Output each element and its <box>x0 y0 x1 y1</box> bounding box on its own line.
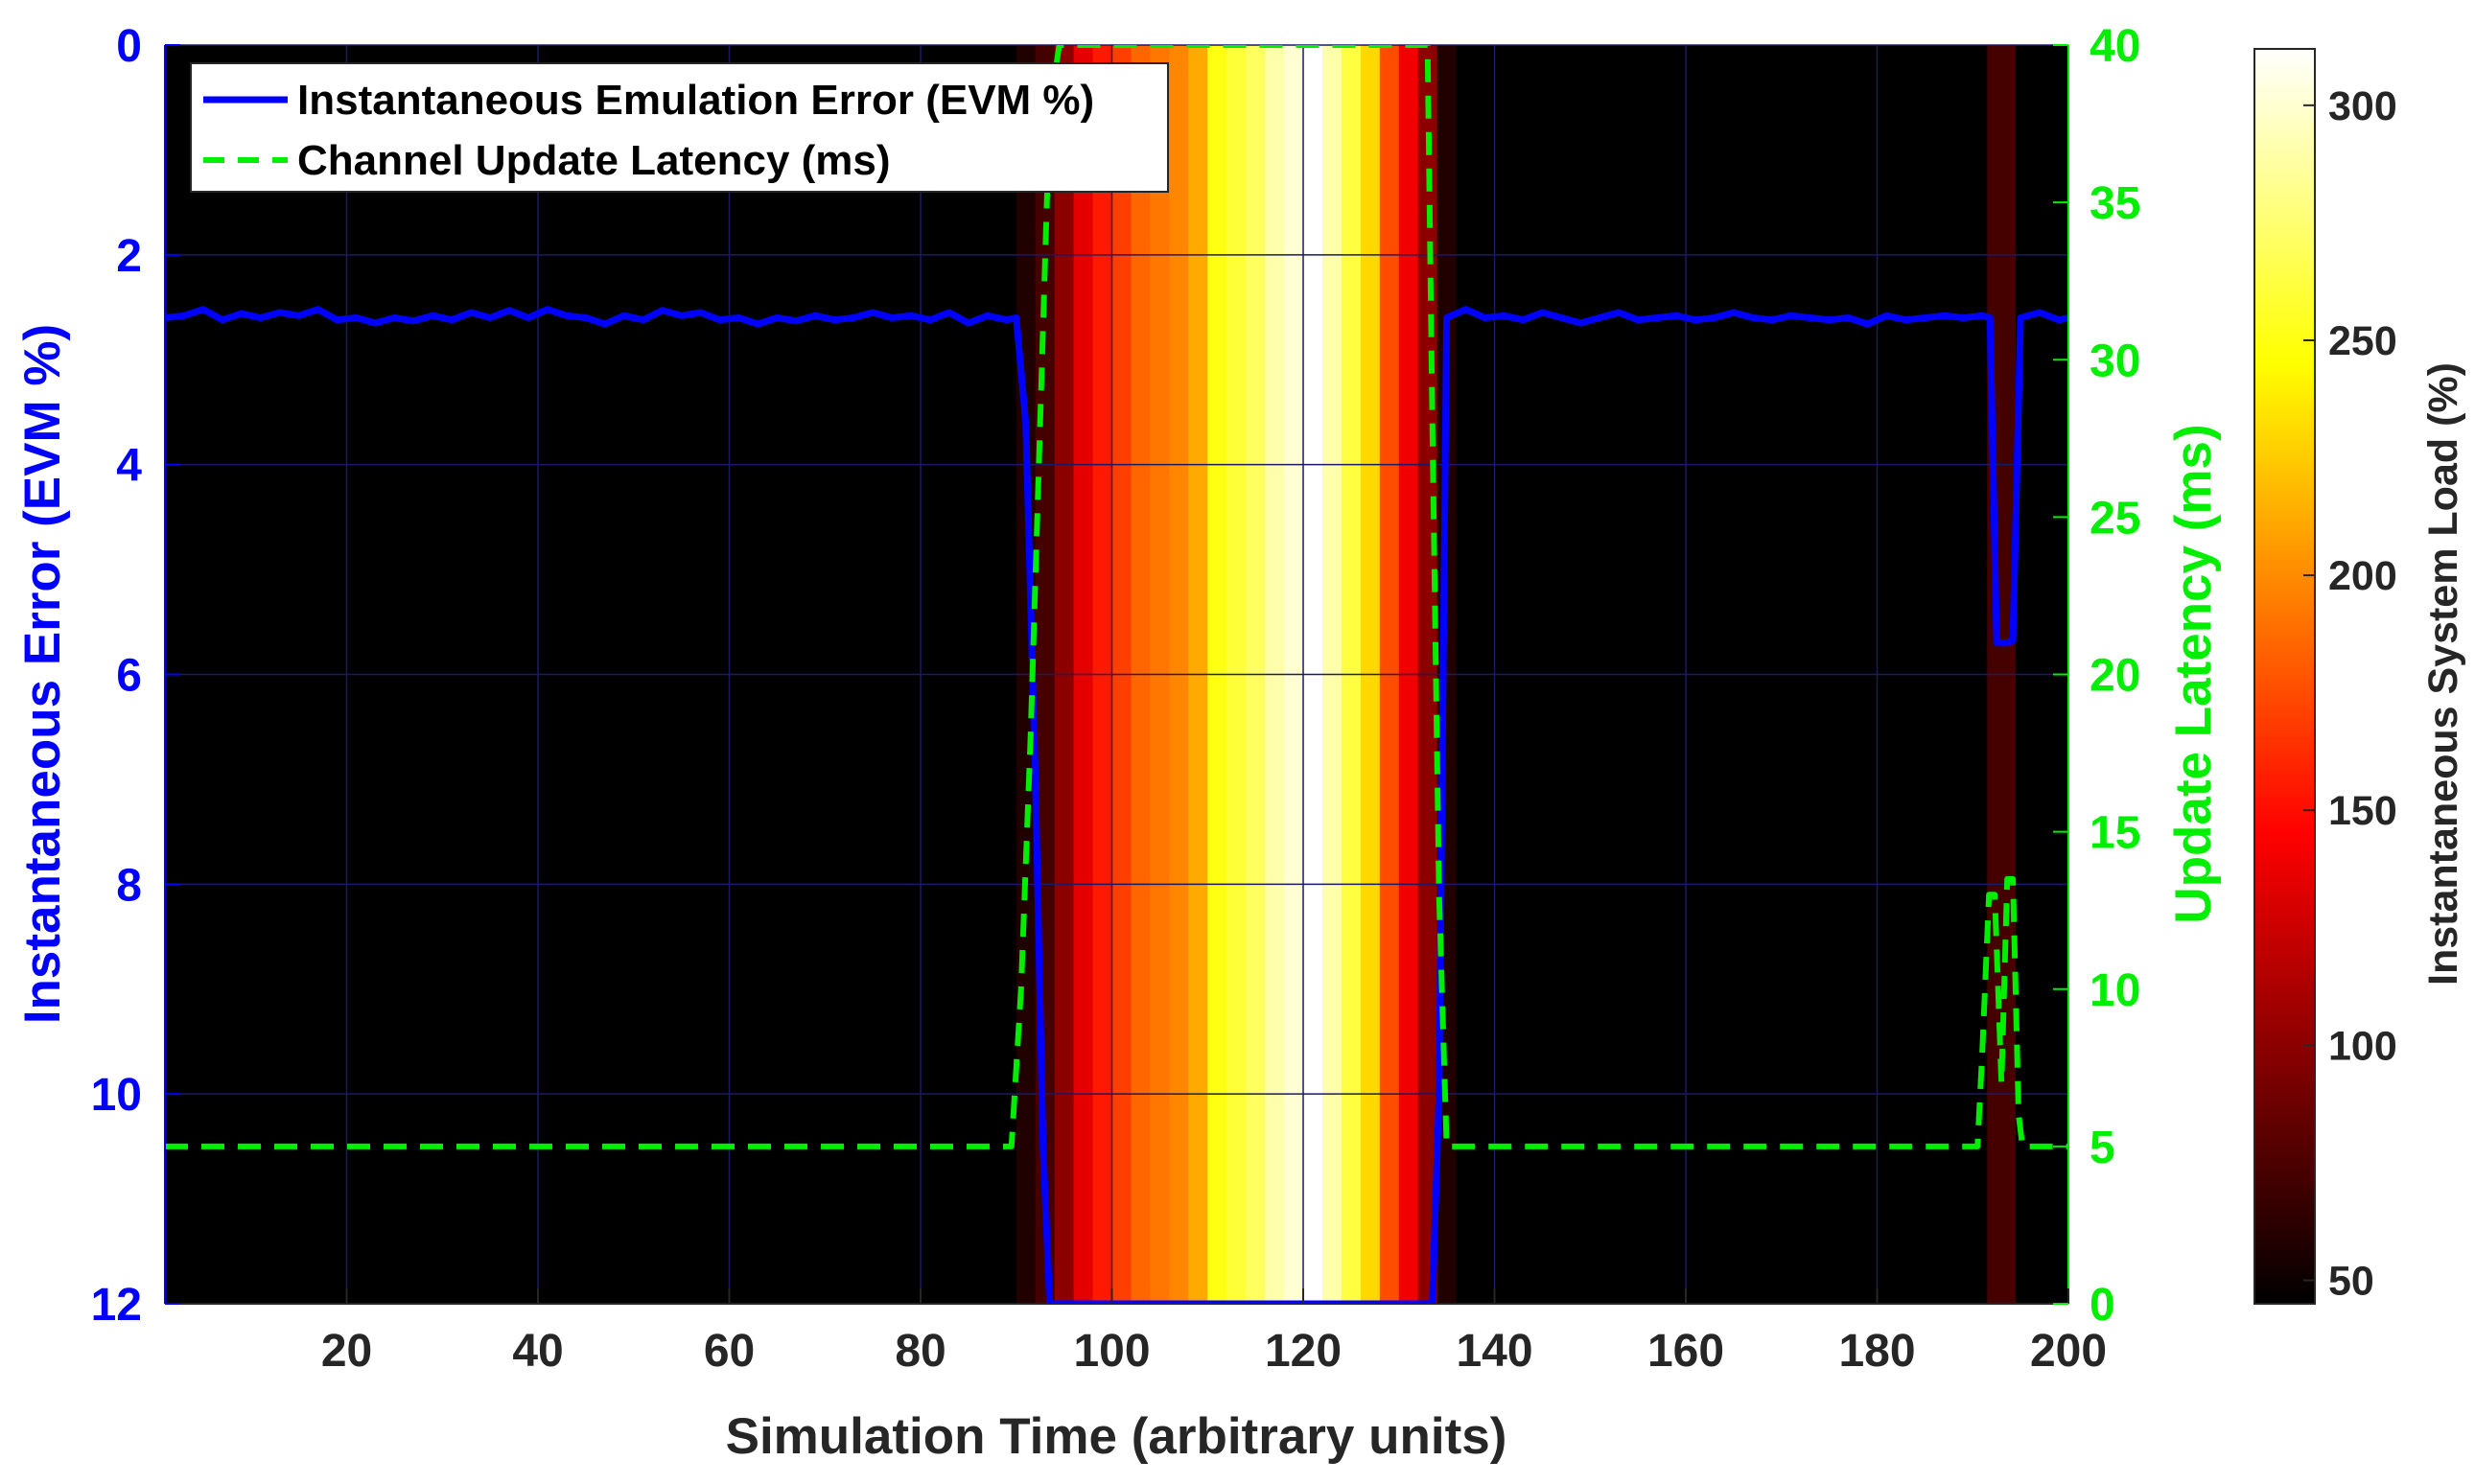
y-right-tick-label: 30 <box>2090 336 2140 386</box>
y-right-tick-label: 5 <box>2090 1123 2115 1173</box>
x-tick-label: 120 <box>1265 1326 1342 1377</box>
x-tick-label: 200 <box>2030 1326 2107 1377</box>
x-axis-label: Simulation Time (arbitrary units) <box>726 1408 1507 1465</box>
colorbar-tick-label: 200 <box>2328 553 2397 599</box>
latency-series-line <box>165 45 2068 1149</box>
colorbar-ticks: 50 100 150 200 250 300 <box>2303 83 2397 1304</box>
y-right-tick-label: 25 <box>2090 493 2140 544</box>
y-left-tick-label: 10 <box>91 1070 142 1121</box>
legend-label-error: Instantaneous Emulation Error (EVM %) <box>297 77 1094 124</box>
y-left-tick-label: 2 <box>116 231 142 282</box>
x-tick-label: 160 <box>1647 1326 1724 1377</box>
y-right-tick-label: 10 <box>2090 965 2140 1016</box>
x-tick-label: 80 <box>895 1326 946 1377</box>
x-tick-label: 100 <box>1073 1326 1150 1377</box>
y-left-tick-label: 8 <box>116 860 142 911</box>
x-tick-label: 180 <box>1838 1326 1915 1377</box>
legend: Instantaneous Emulation Error (EVM %) Ch… <box>190 62 1169 193</box>
colorbar-tick-label: 300 <box>2328 83 2397 129</box>
y-left-tick-label: 4 <box>116 441 142 492</box>
legend-label-latency: Channel Update Latency (ms) <box>297 137 891 184</box>
colorbar-tick-label: 150 <box>2328 788 2397 834</box>
colorbar-tick-label: 50 <box>2328 1258 2374 1304</box>
y-axis-label-left: Instantaneous Error (EVM %) <box>14 324 71 1024</box>
colorbar-tick-label: 250 <box>2328 318 2397 364</box>
colorbar: 50 100 150 200 250 300 Instantaneous System L… <box>2253 48 2466 1305</box>
y-right-tick-label: 40 <box>2090 21 2140 72</box>
series-lines <box>165 45 2068 1304</box>
y-right-tick-label: 35 <box>2090 178 2140 229</box>
y-left-tick-label: 0 <box>116 21 142 72</box>
legend-box <box>190 62 1169 193</box>
x-tick-label: 20 <box>321 1326 372 1377</box>
colorbar-gradient <box>2253 48 2316 1305</box>
y-right-tick-label: 15 <box>2090 808 2140 859</box>
error-series-line <box>165 306 2068 1304</box>
x-tick-label: 60 <box>704 1326 755 1377</box>
x-tick-label: 40 <box>512 1326 563 1377</box>
colorbar-label: Instantaneous System Load (%) <box>2420 362 2466 985</box>
y-right-tick-label: 0 <box>2090 1280 2115 1331</box>
y-axis-label-right: Update Latency (ms) <box>2165 424 2222 923</box>
colorbar-tick-label: 100 <box>2328 1023 2397 1069</box>
x-tick-label: 140 <box>1456 1326 1532 1377</box>
y-right-tick-label: 20 <box>2090 651 2140 702</box>
y-left-tick-label: 12 <box>91 1280 142 1331</box>
y-left-tick-label: 6 <box>116 651 142 702</box>
